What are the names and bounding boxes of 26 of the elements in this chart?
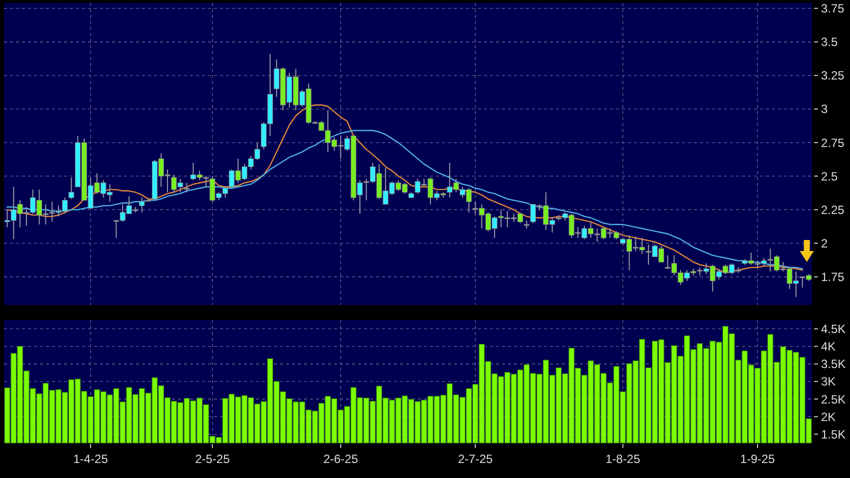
y-tick-label: 2K (821, 410, 836, 424)
x-tick-label: 1-8-25 (605, 452, 640, 466)
x-tick-label: 2-7-25 (458, 452, 494, 466)
y-tick-label: 2.25 (821, 202, 845, 217)
y-tick-label: 2.75 (821, 136, 845, 150)
candlestick (139, 197, 145, 213)
y-tick-label: 4.5K (821, 322, 846, 336)
line-series (6, 130, 803, 270)
y-tick-label: 3 (821, 102, 828, 116)
x-tick-label: 1-4-25 (73, 452, 108, 466)
candlestick (184, 182, 190, 193)
y-tick-label: 1.75 (821, 270, 845, 284)
y-tick-label: 3.25 (821, 68, 845, 83)
y-tick-label: 4K (821, 340, 836, 354)
y-tick-label: 2.5 (821, 169, 838, 184)
x-tick-label: 2-6-25 (323, 452, 358, 466)
y-tick-label: 3K (821, 374, 836, 389)
y-tick-label: 2.5K (821, 392, 846, 406)
x-tick-label: 1-9-25 (740, 452, 776, 466)
y-tick-label: 3.5 (821, 35, 838, 50)
y-tick-label: 3.5K (821, 357, 846, 372)
y-tick-label: 2 (821, 236, 828, 250)
x-tick-label: 2-5-25 (195, 452, 230, 466)
y-tick-label: 1.5K (821, 427, 846, 442)
y-tick-label: 3.75 (821, 2, 845, 16)
candlestick (68, 176, 74, 200)
